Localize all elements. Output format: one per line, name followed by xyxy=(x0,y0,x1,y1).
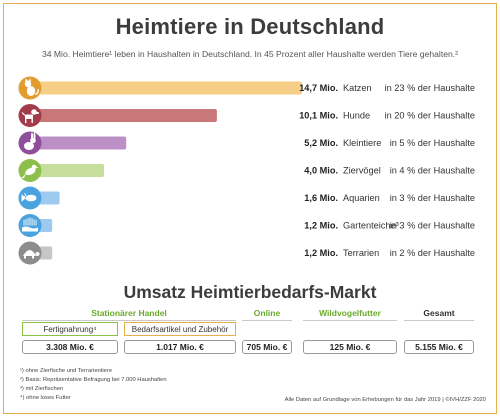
household-share-4: in 3 % der Haushalte xyxy=(390,193,475,203)
footnote-4: ⁴) ohne loses Futter xyxy=(20,395,71,401)
total-value-box: 5.155 Mio. € xyxy=(404,340,474,354)
bar-1 xyxy=(30,109,217,122)
category-label-6: Terrarien xyxy=(343,248,379,258)
value-label-3: 4,0 Mio. xyxy=(304,166,338,176)
bar-2 xyxy=(30,136,127,150)
household-share-5: in 3 % der Haushalte xyxy=(390,221,475,231)
category-label-2: Kleintiere xyxy=(343,138,381,148)
footnote-2: ²) Basis: Repräsentative Befragung bei 7… xyxy=(20,377,167,383)
wildbird-value-box: 125 Mio. € xyxy=(303,340,397,354)
fish-icon xyxy=(21,192,37,202)
category-label-1: Hunde xyxy=(343,111,370,121)
category-label-0: Katzen xyxy=(343,83,372,93)
wildbird-header: Wildvogelfutter xyxy=(319,308,381,318)
rabbit-icon xyxy=(24,132,36,150)
value-label-2: 5,2 Mio. xyxy=(304,138,338,148)
bird-icon xyxy=(21,164,39,179)
value-label-1: 10,1 Mio. xyxy=(299,111,338,121)
food-value-box: 3.308 Mio. € xyxy=(22,340,118,354)
bar-3 xyxy=(30,164,105,177)
household-share-6: in 2 % der Haushalte xyxy=(390,248,475,258)
turtle-icon xyxy=(23,250,40,259)
bar-0 xyxy=(30,81,302,95)
pet-bar-chart: 14,7 Mio. Katzen in 23 % der Haushalte 10,1… xyxy=(18,76,475,265)
cat-icon xyxy=(24,78,39,96)
page-subtitle: 34 Mio. Heimtiere¹ leben in Haushalten i… xyxy=(41,49,459,59)
household-share-0: in 23 % der Haushalte xyxy=(385,83,475,93)
supplies-value-box: 1.017 Mio. € xyxy=(124,340,236,354)
value-label-4: 1,6 Mio. xyxy=(304,193,338,203)
source-note: Alle Daten auf Grundlage von Erhebungen … xyxy=(284,397,486,403)
household-share-3: in 4 % der Haushalte xyxy=(390,166,475,176)
supplies-subheader: Bedarfsartikel und Zubehör xyxy=(124,322,236,336)
page-title: Heimtiere in Deutschland xyxy=(115,14,385,39)
market-title: Umsatz Heimtierbedarfs-Markt xyxy=(123,282,377,302)
value-label-0: 14,7 Mio. xyxy=(299,83,338,93)
category-label-3: Ziervögel xyxy=(343,166,381,176)
online-header: Online xyxy=(253,308,281,318)
category-label-5: Gartenteiche³ xyxy=(343,221,399,231)
household-share-2: in 5 % der Haushalte xyxy=(390,138,475,148)
stationary-trade-header: Stationärer Handel xyxy=(91,308,167,318)
household-share-1: in 20 % der Haushalte xyxy=(385,111,475,121)
value-label-6: 1,2 Mio. xyxy=(304,248,338,258)
wildbird-underline xyxy=(303,320,397,321)
food-subheader: Fertignahrung⁴ xyxy=(22,322,118,336)
footnote-1: ¹) ohne Zierfische und Terrarientiere xyxy=(20,368,113,374)
pond-fish-icon xyxy=(22,217,38,232)
footnote-3: ³) mit Zierfischen xyxy=(20,386,64,392)
dog-icon xyxy=(21,109,39,123)
total-header: Gesamt xyxy=(423,308,455,318)
total-underline xyxy=(404,320,474,321)
value-label-5: 1,2 Mio. xyxy=(304,221,338,231)
online-underline xyxy=(242,320,292,321)
stationary-underline xyxy=(22,320,236,321)
online-value-box: 705 Mio. € xyxy=(242,340,292,354)
category-label-4: Aquarien xyxy=(343,193,380,203)
